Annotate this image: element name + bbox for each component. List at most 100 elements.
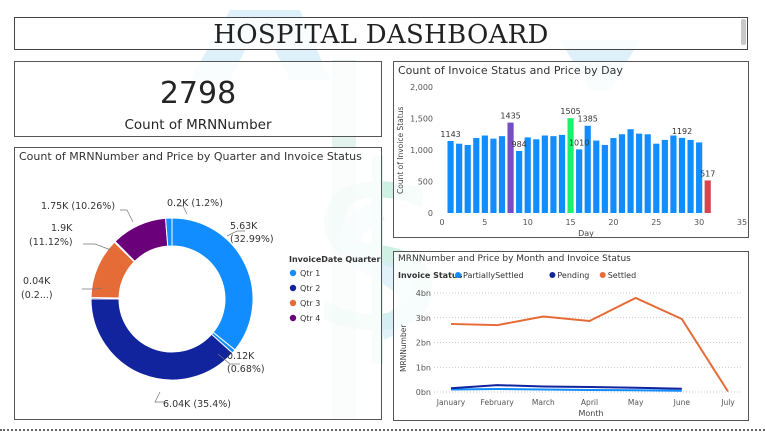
line-y-tick: 1bn [416,363,431,372]
line-x-tick: February [481,398,515,407]
bar-y-tick: 1,500 [410,115,433,124]
bar-day-17[interactable] [584,125,591,213]
donut-legend-item-1[interactable]: Qtr 1 [300,269,320,278]
bar-data-label: 1010 [569,138,589,147]
donut-label-q3-big: 1.9K [51,223,73,234]
bar-day-21[interactable] [618,134,626,213]
dashboard-title: HOSPITAL DASHBOARD [213,20,549,50]
line-x-tick: January [436,398,466,407]
bar-x-tick: 15 [565,218,575,227]
bar-day-4[interactable] [473,138,480,213]
bar-day-25[interactable] [653,143,660,213]
donut-label-q2-big: 6.04K (35.4%) [163,399,231,410]
line-y-tick: 3bn [416,314,431,323]
bar-day-12[interactable] [541,135,548,213]
bar-y-tick: 1,000 [410,146,433,155]
quarter-donut-chart[interactable]: Count of MRNNumber and Price by Quarter … [14,147,382,420]
donut-label-q2-small: 0.04K [23,276,51,287]
bar-day-19[interactable] [601,144,608,213]
line-legend-marker-2 [549,272,556,278]
month-line-chart[interactable]: MRNNumber and Price by Month and Invoice… [393,251,749,421]
donut-legend-item-2[interactable]: Qtr 2 [300,284,320,293]
donut-legend-marker-3 [289,299,297,307]
line-legend-marker-1 [455,272,461,278]
bar-y-tick: 2,000 [410,83,433,92]
bar-day-1[interactable] [447,140,454,213]
donut-legend-item-3[interactable]: Qtr 3 [300,299,320,308]
bar-day-6[interactable] [490,138,497,213]
bar-data-label: 1435 [500,112,520,121]
line-legend-item-3[interactable]: Settled [608,271,637,280]
donut-chart-title: Count of MRNNumber and Price by Quarter … [19,150,362,163]
bar-day-8[interactable] [507,122,514,213]
donut-legend[interactable]: InvoiceDate Quarter Qtr 1 Qtr 2 Qtr 3 Qtr 4 [289,255,380,323]
bar-day-13[interactable] [550,136,557,213]
bar-day-27[interactable] [670,135,677,213]
line-x-tick: March [532,398,555,407]
day-bar-chart[interactable]: Count of Invoice Status and Price by Day… [393,61,749,238]
bar-day-3[interactable] [464,144,471,213]
bar-data-label: 1505 [560,107,580,116]
bar-day-16[interactable] [576,149,583,213]
line-svg: Invoice Status PartiallySettled Pending Se… [398,271,742,418]
donut-legend-item-4[interactable]: Qtr 4 [300,314,320,323]
line-series-pending[interactable] [450,384,682,390]
title-scrollbar[interactable] [741,19,746,45]
mrn-count-value: 2798 [159,76,237,111]
bar-day-30[interactable] [696,142,703,213]
bar-day-29[interactable] [687,139,694,213]
line-y-tick: 4bn [416,289,431,298]
bar-day-26[interactable] [661,139,668,213]
line-legend-marker-3 [599,272,606,278]
donut-label-q1-big: 5.63K [230,221,258,232]
line-chart-title: MRNNumber and Price by Month and Invoice… [398,254,631,264]
bar-day-14[interactable] [558,134,566,213]
bar-day-18[interactable] [593,140,600,213]
donut-legend-marker-2 [289,284,297,292]
bar-x-axis-label: Day [578,229,594,238]
line-x-axis-label: Month [578,409,603,418]
donut-legend-title: InvoiceDate Quarter [289,255,380,264]
line-y-tick: 2bn [416,339,431,348]
bar-x-tick: 30 [694,218,704,227]
bar-day-20[interactable] [610,138,617,213]
line-legend[interactable]: PartiallySettled Pending Settled [455,271,636,280]
mrn-count-card[interactable]: 2798 Count of MRNNumber [14,61,382,137]
line-x-tick: June [673,398,691,407]
donut-label-q4-big: 1.75K (10.26%) [41,201,115,212]
donut-legend-marker-4 [289,314,297,322]
bar-day-2[interactable] [456,143,463,213]
line-legend-item-1[interactable]: PartiallySettled [463,271,524,280]
bar-day-31[interactable] [704,180,711,213]
bar-day-28[interactable] [678,137,686,213]
line-series-settled[interactable] [450,296,729,393]
donut-svg: 0.2K (1.2%) 5.63K (32.99%) 0.12K (0.68%)… [21,198,380,410]
bar-day-24[interactable] [644,134,651,213]
bar-data-label: 1143 [440,130,460,139]
dashboard-title-box: HOSPITAL DASHBOARD [14,17,748,50]
bar-day-15[interactable] [567,118,574,213]
bar-data-label: 1385 [578,115,598,124]
donut-slice-1[interactable] [171,217,254,351]
donut-slice-8[interactable] [164,217,173,247]
line-legend-title: Invoice Status [398,271,463,280]
bar-x-tick: 35 [737,218,747,227]
bar-day-7[interactable] [498,136,506,213]
line-legend-item-2[interactable]: Pending [557,271,589,280]
donut-label-q3-big-pct: (11.12%) [29,237,73,248]
bar-x-tick: 0 [439,218,444,227]
line-y-axis-label: MRNNumber [399,324,408,372]
line-series-partiallysettled[interactable] [450,388,682,392]
bar-day-5[interactable] [481,135,488,213]
donut-label-q2-small-pct: (0.2...) [21,290,53,301]
bar-x-tick: 5 [482,218,487,227]
bar-day-10[interactable] [524,137,531,213]
bar-x-tick: 10 [523,218,533,227]
mrn-count-label: Count of MRNNumber [124,117,272,133]
bar-day-23[interactable] [636,133,643,213]
bar-day-22[interactable] [627,129,634,213]
donut-slice-3[interactable] [90,298,234,381]
bar-day-9[interactable] [516,151,523,213]
donut-legend-marker-1 [289,269,297,277]
bar-day-11[interactable] [533,139,540,213]
